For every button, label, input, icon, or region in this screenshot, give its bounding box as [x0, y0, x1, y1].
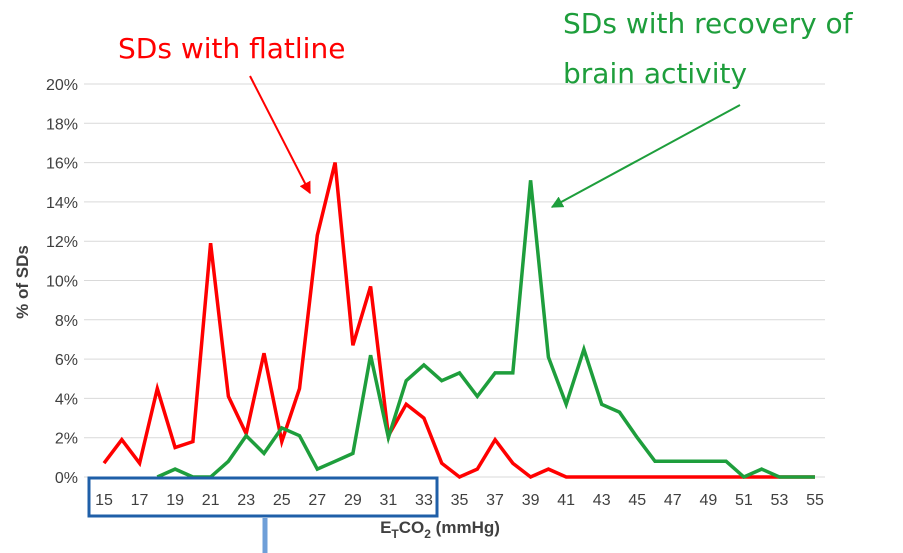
- x-tick-label: 35: [451, 492, 469, 509]
- y-tick-label: 8%: [55, 313, 78, 330]
- x-tick-label: 25: [273, 492, 291, 509]
- y-axis-title: % of SDs: [13, 245, 32, 319]
- x-tick-label: 27: [308, 492, 326, 509]
- x-tick-label: 15: [95, 492, 113, 509]
- recovery-series-line: [156, 180, 815, 480]
- x-tick-label: 47: [664, 492, 682, 509]
- x-tick-label: 19: [166, 492, 184, 509]
- x-tick-label: 43: [593, 492, 611, 509]
- x-tick-label: 41: [557, 492, 575, 509]
- x-tick-label: 29: [344, 492, 362, 509]
- y-tick-label: 12%: [46, 234, 78, 251]
- y-tick-label: 16%: [46, 156, 78, 173]
- y-tick-label: 6%: [55, 352, 78, 369]
- x-tick-label: 23: [237, 492, 255, 509]
- flatline-series-line: [102, 162, 815, 480]
- x-tick-label: 39: [522, 492, 540, 509]
- y-tick-label: 14%: [46, 195, 78, 212]
- x-tick-label: 37: [486, 492, 504, 509]
- x-tick-label: 53: [771, 492, 789, 509]
- y-tick-label: 4%: [55, 391, 78, 408]
- x-axis-title: ETCO2 (mmHg): [380, 518, 500, 541]
- x-tick-label: 55: [806, 492, 824, 509]
- y-axis-ticks: 0% 2% 4% 6% 8% 10% 12% 14% 16% 18% 20%: [46, 77, 78, 487]
- series-lines: [102, 162, 815, 480]
- highlight-box: [87, 476, 439, 518]
- x-tick-label: 17: [131, 492, 149, 509]
- x-axis-ticks: 15 17 19 21 23 25 27 29 31 33 35 37 39 41 43 45 47 49 51 53…: [95, 492, 824, 509]
- y-tick-label: 18%: [46, 116, 78, 133]
- flatline-arrow: [249, 75, 311, 195]
- y-tick-label: 0%: [55, 470, 78, 487]
- x-tick-label: 45: [628, 492, 646, 509]
- flatline-annotation: SDs with flatline: [118, 32, 345, 65]
- x-tick-label: 51: [735, 492, 753, 509]
- y-tick-label: 2%: [55, 431, 78, 448]
- x-tick-label: 31: [380, 492, 398, 509]
- y-tick-label: 20%: [46, 77, 78, 94]
- recovery-annotation-line2: brain activity: [563, 57, 747, 90]
- y-tick-label: 10%: [46, 274, 78, 291]
- x-tick-label: 21: [202, 492, 220, 509]
- x-tick-label: 33: [415, 492, 433, 509]
- recovery-arrow: [550, 104, 741, 208]
- x-tick-label: 49: [699, 492, 717, 509]
- recovery-annotation-line1: SDs with recovery of: [563, 7, 854, 40]
